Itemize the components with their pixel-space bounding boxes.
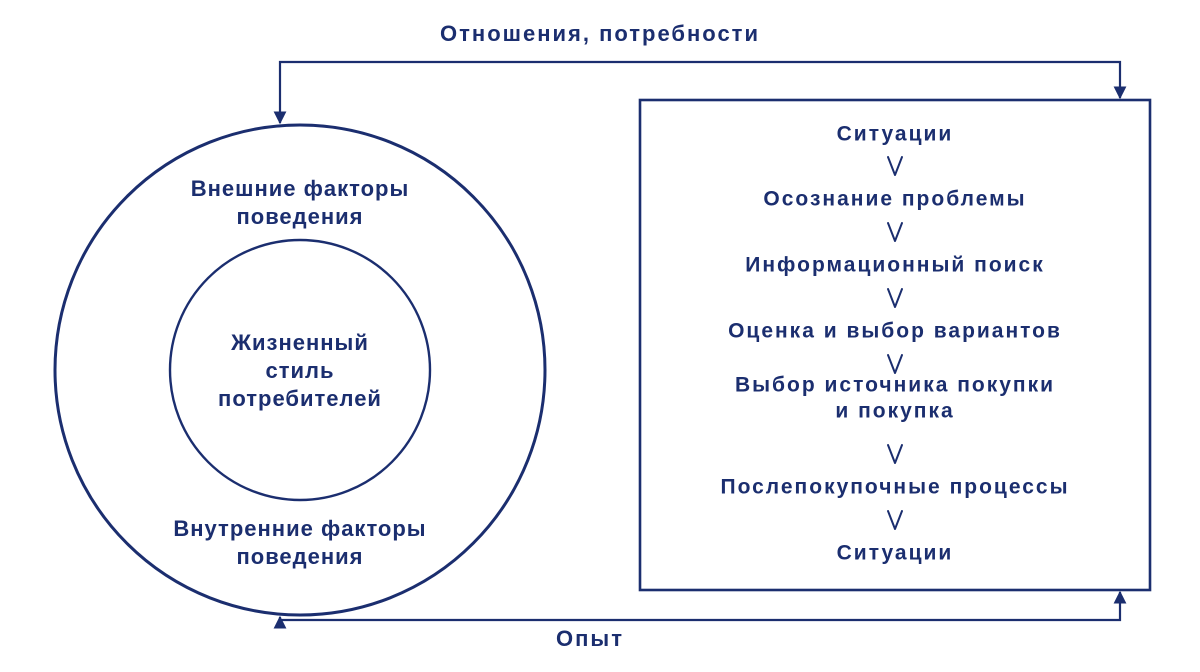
process-step: и покупка xyxy=(835,400,954,423)
process-step: Выбор источника покупки xyxy=(735,374,1055,397)
chevron-down-icon xyxy=(888,289,902,307)
outer-label-bottom: поведения xyxy=(236,544,363,569)
process-step: Ситуации xyxy=(837,542,954,565)
chevron-down-icon xyxy=(888,223,902,241)
edge-bottom-label: Опыт xyxy=(556,626,624,651)
edge-top-label: Отношения, потребности xyxy=(440,21,760,46)
inner-label: стиль xyxy=(265,358,334,383)
process-step: Ситуации xyxy=(837,123,954,146)
process-step: Информационный поиск xyxy=(745,254,1045,277)
chevron-down-icon xyxy=(888,157,902,175)
inner-label: Жизненный xyxy=(230,330,369,355)
edge-top xyxy=(280,62,1120,123)
process-step: Послепокупочные процессы xyxy=(720,476,1069,499)
outer-label-top: поведения xyxy=(236,204,363,229)
edge-bottom xyxy=(280,592,1120,620)
process-step: Осознание проблемы xyxy=(763,188,1026,211)
outer-label-bottom: Внутренние факторы xyxy=(173,516,426,541)
diagram-canvas: Внешние факторы поведения Внутренние факто… xyxy=(0,0,1200,672)
outer-label-top: Внешние факторы xyxy=(191,176,410,201)
process-step: Оценка и выбор вариантов xyxy=(728,320,1062,343)
chevron-down-icon xyxy=(888,445,902,463)
inner-label: потребителей xyxy=(218,386,382,411)
chevron-down-icon xyxy=(888,355,902,373)
chevron-down-icon xyxy=(888,511,902,529)
